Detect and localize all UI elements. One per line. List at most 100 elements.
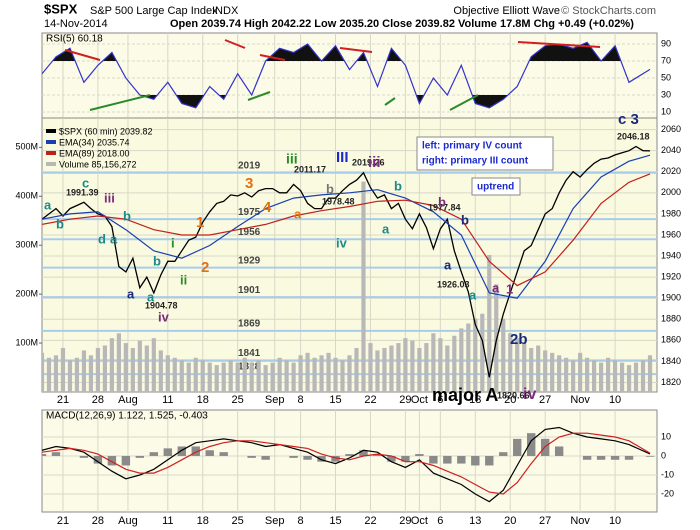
legend-swatch: [46, 140, 56, 144]
series-line: [42, 145, 651, 378]
bar: [396, 343, 401, 392]
bar: [550, 352, 555, 392]
bar: [205, 450, 214, 456]
bar: [193, 357, 198, 392]
bar: [263, 365, 268, 392]
bar: [582, 455, 592, 460]
x-tick-label: Aug: [118, 515, 138, 527]
bar: [88, 355, 94, 392]
wave-annotation: 1904.78: [145, 300, 178, 310]
bar: [270, 362, 275, 392]
bar: [123, 343, 128, 392]
bar: [480, 313, 485, 392]
bar: [596, 455, 606, 460]
bar: [529, 347, 534, 392]
y-tick-label: 1840: [661, 356, 681, 366]
bar: [319, 355, 324, 392]
wave-annotation: iii: [368, 154, 381, 171]
bar: [326, 352, 331, 392]
bar: [102, 345, 107, 392]
bar: [610, 455, 620, 460]
y-tick-label: -10: [661, 469, 674, 479]
x-tick-label: 6: [437, 515, 443, 527]
wave-annotation: b: [326, 181, 334, 196]
bar: [172, 357, 177, 392]
bar: [345, 454, 354, 456]
trendline: [89, 94, 151, 111]
bar: [158, 350, 163, 392]
bar: [536, 345, 541, 392]
bar: [261, 455, 270, 460]
y-tick-label: 1980: [661, 208, 681, 218]
wave-annotation: 2019.26: [352, 157, 385, 167]
wave-annotation: major A: [432, 385, 498, 405]
bar: [289, 455, 298, 458]
y-tick-label: 2000: [661, 187, 681, 197]
bar: [340, 360, 345, 392]
source: Objective Elliott Wave: [453, 5, 560, 17]
wave-annotation: c 3: [618, 111, 639, 128]
bar: [242, 357, 247, 392]
bar: [633, 362, 639, 392]
series-line: [42, 41, 651, 109]
wave-annotation: iv: [523, 386, 536, 403]
bar: [452, 335, 457, 392]
bar: [137, 340, 142, 392]
wave-annotation: 4: [263, 199, 272, 216]
wave-annotation: a: [469, 287, 477, 302]
wave-annotation: c: [82, 175, 89, 190]
y-tick-label: 1860: [661, 335, 681, 345]
x-tick-label: 21: [57, 394, 69, 406]
legend-swatch: [46, 129, 56, 133]
bar: [424, 343, 429, 392]
bar: [443, 455, 452, 464]
wave-annotation: 3: [245, 175, 253, 192]
legend-entry: Volume 85,156,272: [59, 159, 137, 169]
bar: [368, 343, 373, 392]
level-label: 1901: [238, 285, 261, 296]
wave-annotation: iv: [336, 235, 348, 250]
bar: [375, 350, 380, 392]
bar: [645, 455, 655, 457]
bar: [431, 333, 436, 392]
bar: [333, 357, 338, 392]
wave-annotation: III: [336, 149, 349, 166]
wave-annotation: 1977.84: [428, 202, 461, 212]
legend-swatch: [46, 162, 56, 166]
bar: [592, 360, 597, 392]
x-tick-label: Aug: [118, 394, 138, 406]
index-name: S&P 500 Large Cap Index: [90, 5, 218, 17]
bar: [221, 362, 226, 392]
bar: [149, 452, 159, 456]
bar: [619, 362, 625, 392]
bar: [74, 357, 80, 392]
bar: [95, 347, 101, 392]
bar: [354, 347, 359, 392]
y-tick-label: 70: [661, 55, 671, 65]
bar: [361, 181, 366, 392]
x-tick-label: 22: [364, 515, 376, 527]
series-line: [42, 154, 651, 299]
bar: [415, 454, 424, 456]
y-tick-label: 2020: [661, 166, 681, 176]
bar: [165, 355, 170, 392]
bar: [640, 360, 646, 392]
x-tick-label: 10: [609, 515, 621, 527]
x-tick-label: 13: [469, 515, 481, 527]
wave-annotation: b: [153, 253, 161, 268]
bar: [81, 350, 87, 392]
wave-annotation: b: [394, 178, 402, 193]
bar: [471, 455, 480, 466]
y-tick-label: 2060: [661, 124, 681, 134]
panel-title: MACD(12,26,9) 1.122, 1.525, -0.403: [46, 411, 208, 422]
wave-annotation: 2: [201, 259, 209, 276]
series-line: [42, 173, 651, 287]
y-tick-label: 1880: [661, 314, 681, 324]
x-tick-label: 18: [197, 394, 209, 406]
y2-tick-label: 100M: [15, 337, 38, 347]
copyright: © StockCharts.com: [561, 5, 656, 17]
x-tick-label: Nov: [570, 394, 590, 406]
wave-annotation: a: [294, 206, 302, 221]
y2-tick-label: 300M: [15, 240, 38, 250]
